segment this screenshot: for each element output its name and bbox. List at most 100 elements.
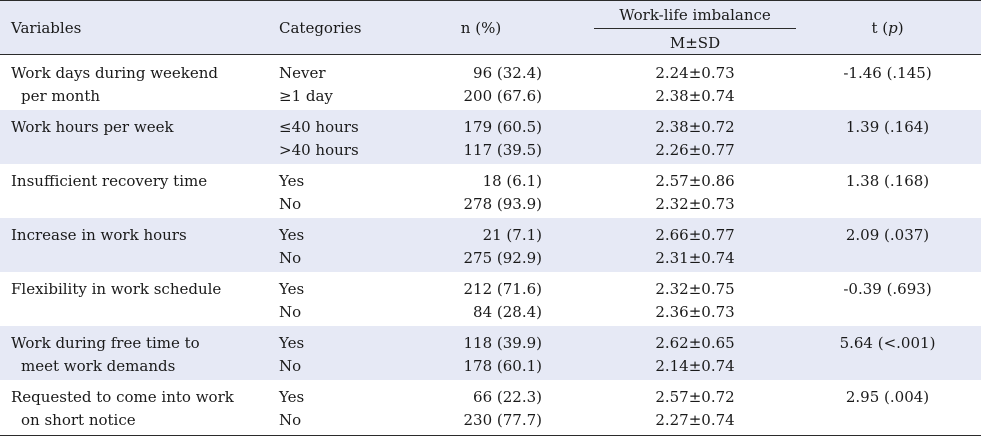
t-p-cell: 1.38 (.168) (797, 170, 978, 193)
category-cell-line-1: Yes (279, 388, 305, 406)
table-row: Insufficient recovery time Yes No 18 (6.1) 2… (0, 164, 981, 218)
variable-cell-line-1: Work days during weekend (11, 64, 219, 82)
table-row: Requested to come into work on short noti… (0, 380, 981, 434)
variable-cell-line-2: per month (21, 87, 101, 105)
category-cell: Yes No (279, 278, 304, 324)
n-percent-cell-line-2: 200 (67.6) (463, 87, 542, 105)
n-percent-cell-line-2: 275 (92.9) (463, 249, 542, 267)
variable-cell-line-1: Flexibility in work schedule (11, 280, 222, 298)
mean-sd-cell-line-2: 2.14±0.74 (655, 357, 735, 375)
mean-sd-cell-line-1: 2.38±0.72 (655, 118, 735, 136)
variable-cell: Increase in work hours (11, 224, 187, 247)
category-cell-line-1: Yes (279, 172, 305, 190)
bottom-rule (0, 435, 981, 436)
mean-sd-cell-line-2: 2.38±0.74 (655, 87, 735, 105)
n-percent-cell: 212 (71.6) 84 (28.4) (420, 278, 542, 324)
t-p-cell: -0.39 (.693) (797, 278, 978, 301)
t-p-cell-line-1: 5.64 (<.001) (839, 334, 936, 352)
category-cell: ≤40 hours >40 hours (279, 116, 359, 162)
n-percent-cell: 18 (6.1) 278 (93.9) (420, 170, 542, 216)
t-p-cell: 2.09 (.037) (797, 224, 978, 247)
variable-cell-line-2: meet work demands (21, 357, 176, 375)
t-p-cell: 5.64 (<.001) (797, 332, 978, 355)
mean-sd-cell: 2.32±0.75 2.36±0.73 (594, 278, 796, 324)
t-p-cell: 2.95 (.004) (797, 386, 978, 409)
category-cell-line-2: No (279, 195, 302, 213)
variable-cell-line-1: Work during free time to (11, 334, 200, 352)
mean-sd-cell-line-1: 2.57±0.72 (655, 388, 735, 406)
t-p-cell-line-1: -0.39 (.693) (843, 280, 932, 298)
n-percent-cell-line-1: 96 (32.4) (473, 64, 542, 82)
category-cell: Yes No (279, 224, 304, 270)
n-percent-cell-line-2: 278 (93.9) (463, 195, 542, 213)
header-t-p: t (p) (797, 19, 978, 37)
header-t-label: t ( (871, 19, 889, 37)
header-rule (0, 54, 981, 55)
mean-sd-cell: 2.66±0.77 2.31±0.74 (594, 224, 796, 270)
variable-cell-line-1: Requested to come into work (11, 388, 234, 406)
header-sub-rule (594, 28, 796, 29)
n-percent-cell-line-2: 117 (39.5) (463, 141, 542, 159)
header-categories: Categories (279, 19, 362, 37)
mean-sd-cell: 2.38±0.72 2.26±0.77 (594, 116, 796, 162)
table-row: Flexibility in work schedule Yes No 212 (71… (0, 272, 981, 326)
table-row: Work days during weekend per month Never ≥1… (0, 56, 981, 110)
mean-sd-cell-line-1: 2.32±0.75 (655, 280, 735, 298)
mean-sd-cell: 2.57±0.72 2.27±0.74 (594, 386, 796, 432)
n-percent-cell-line-1: 179 (60.5) (463, 118, 542, 136)
n-percent-cell: 179 (60.5) 117 (39.5) (420, 116, 542, 162)
category-cell-line-1: Yes (279, 334, 305, 352)
mean-sd-cell: 2.57±0.86 2.32±0.73 (594, 170, 796, 216)
t-p-cell: -1.46 (.145) (797, 62, 978, 85)
category-cell: Yes No (279, 170, 304, 216)
mean-sd-cell-line-2: 2.36±0.73 (655, 303, 735, 321)
variable-cell: Insufficient recovery time (11, 170, 207, 193)
n-percent-cell-line-1: 212 (71.6) (463, 280, 542, 298)
mean-sd-cell-line-1: 2.24±0.73 (655, 64, 735, 82)
header-msd: M±SD (669, 34, 721, 52)
category-cell: Yes No (279, 386, 304, 432)
mean-sd-cell-line-1: 2.57±0.86 (655, 172, 735, 190)
category-cell-line-2: >40 hours (279, 141, 359, 159)
category-cell-line-1: Never (279, 64, 326, 82)
category-cell-line-2: ≥1 day (279, 87, 333, 105)
table-row: Work hours per week ≤40 hours >40 hours 179… (0, 110, 981, 164)
table-row: Increase in work hours Yes No 21 (7.1) 275 (… (0, 218, 981, 272)
n-percent-cell: 66 (22.3) 230 (77.7) (420, 386, 542, 432)
variable-cell-line-2: on short notice (21, 411, 136, 429)
variable-cell-line-1: Work hours per week (11, 118, 174, 136)
t-p-cell: 1.39 (.164) (797, 116, 978, 139)
category-cell-line-1: ≤40 hours (279, 118, 359, 136)
n-percent-cell-line-2: 84 (28.4) (473, 303, 542, 321)
n-percent-cell-line-1: 18 (6.1) (482, 172, 542, 190)
category-cell-line-1: Yes (279, 226, 305, 244)
variable-cell: Requested to come into work on short noti… (11, 386, 234, 432)
mean-sd-cell-line-2: 2.32±0.73 (655, 195, 735, 213)
t-p-cell-line-1: -1.46 (.145) (843, 64, 932, 82)
mean-sd-cell-line-2: 2.31±0.74 (655, 249, 735, 267)
header-p-label: p (888, 19, 898, 37)
n-percent-cell: 21 (7.1) 275 (92.9) (420, 224, 542, 270)
n-percent-cell-line-1: 118 (39.9) (463, 334, 542, 352)
category-cell: Yes No (279, 332, 304, 378)
category-cell-line-2: No (279, 303, 302, 321)
mean-sd-cell-line-1: 2.62±0.65 (655, 334, 735, 352)
header-t-close: ) (897, 19, 904, 37)
n-percent-cell-line-2: 178 (60.1) (463, 357, 542, 375)
top-rule (0, 0, 981, 1)
t-p-cell-line-1: 1.38 (.168) (845, 172, 930, 190)
category-cell-line-2: No (279, 357, 302, 375)
header-n-percent: n (%) (460, 19, 502, 37)
mean-sd-cell-line-2: 2.27±0.74 (655, 411, 735, 429)
table-row: Work during free time to meet work demand… (0, 326, 981, 380)
category-cell-line-2: No (279, 249, 302, 267)
variable-cell: Work during free time to meet work demand… (11, 332, 200, 378)
n-percent-cell-line-2: 230 (77.7) (463, 411, 542, 429)
variable-cell: Work hours per week (11, 116, 174, 139)
t-p-cell-line-1: 1.39 (.164) (845, 118, 930, 136)
n-percent-cell-line-1: 21 (7.1) (482, 226, 542, 244)
variable-cell-line-1: Increase in work hours (11, 226, 187, 244)
header-work-life-imbalance: Work-life imbalance (619, 6, 771, 24)
variable-cell-line-1: Insufficient recovery time (11, 172, 208, 190)
